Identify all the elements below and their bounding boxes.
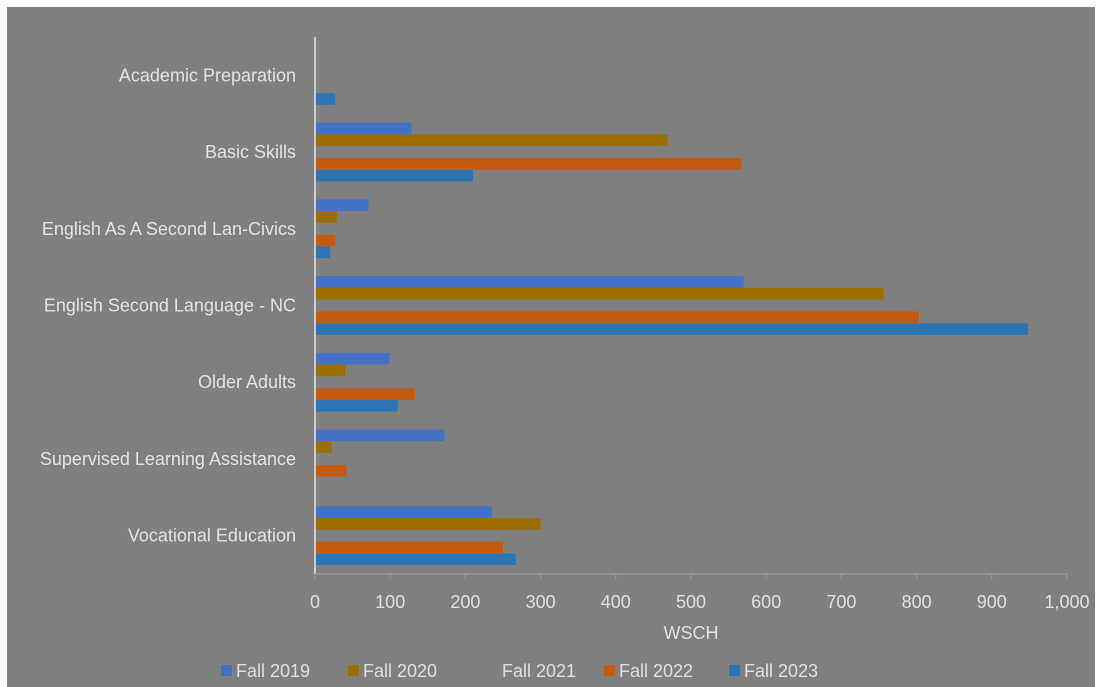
bar — [315, 518, 541, 530]
category-label: Academic Preparation — [119, 65, 296, 85]
bar — [315, 400, 398, 412]
x-tick-label: 900 — [977, 592, 1007, 612]
x-tick-label: 700 — [826, 592, 856, 612]
bar — [315, 287, 884, 300]
legend-swatch — [487, 665, 498, 676]
category-label: English As A Second Lan-Civics — [42, 219, 296, 239]
bars-layer — [315, 93, 1028, 565]
legend-label: Fall 2023 — [744, 661, 818, 681]
bar — [315, 158, 742, 170]
bar — [315, 234, 336, 247]
category-label: Vocational Education — [128, 526, 296, 546]
bar — [315, 199, 369, 211]
bar — [315, 323, 1028, 335]
x-tick-label: 200 — [450, 592, 480, 612]
bar-chart: Academic Preparation Basic Skills English … — [40, 37, 1090, 681]
chart-area: Academic Preparation Basic Skills English … — [7, 7, 1095, 687]
x-tick-label: 400 — [601, 592, 631, 612]
bar — [315, 429, 445, 442]
bar — [315, 364, 346, 377]
legend: Fall 2019 Fall 2020 Fall 2021 Fall 2022 Fall… — [221, 661, 818, 681]
x-tick-label: 100 — [375, 592, 405, 612]
bar — [315, 311, 919, 324]
legend-swatch — [221, 665, 232, 676]
legend-swatch — [729, 665, 740, 676]
category-label: Older Adults — [198, 372, 296, 392]
x-tick-label: 300 — [526, 592, 556, 612]
bar — [315, 134, 668, 147]
bar — [315, 352, 390, 365]
x-tick-label: 800 — [902, 592, 932, 612]
x-tick-marks — [314, 574, 1068, 579]
bar — [315, 122, 412, 135]
bar — [315, 553, 516, 565]
legend-label: Fall 2019 — [236, 661, 310, 681]
bar — [315, 93, 336, 105]
bar — [315, 246, 331, 259]
legend-label: Fall 2022 — [619, 661, 693, 681]
bar — [315, 169, 473, 182]
legend-swatch — [604, 665, 615, 676]
bar — [315, 211, 337, 223]
x-tick-label: 500 — [676, 592, 706, 612]
category-label: Basic Skills — [205, 142, 296, 162]
bar — [315, 388, 416, 400]
bar — [315, 464, 347, 477]
legend-label: Fall 2020 — [363, 661, 437, 681]
legend-swatch — [348, 665, 359, 676]
x-tick-label: 1,000 — [1044, 592, 1089, 612]
x-axis-title: WSCH — [664, 623, 719, 643]
x-tick-label: 600 — [751, 592, 781, 612]
bar — [315, 506, 492, 518]
x-tick-labels: 0 100 200 300 400 500 600 700 800 900 1,000 — [310, 592, 1090, 612]
category-labels: Academic Preparation Basic Skills English … — [40, 65, 296, 545]
bar — [315, 276, 744, 288]
category-label: English Second Language - NC — [44, 296, 296, 316]
bar — [315, 441, 332, 453]
x-tick-label: 0 — [310, 592, 320, 612]
bar — [315, 541, 503, 554]
category-label: Supervised Learning Assistance — [40, 449, 296, 469]
legend-label: Fall 2021 — [502, 661, 576, 681]
